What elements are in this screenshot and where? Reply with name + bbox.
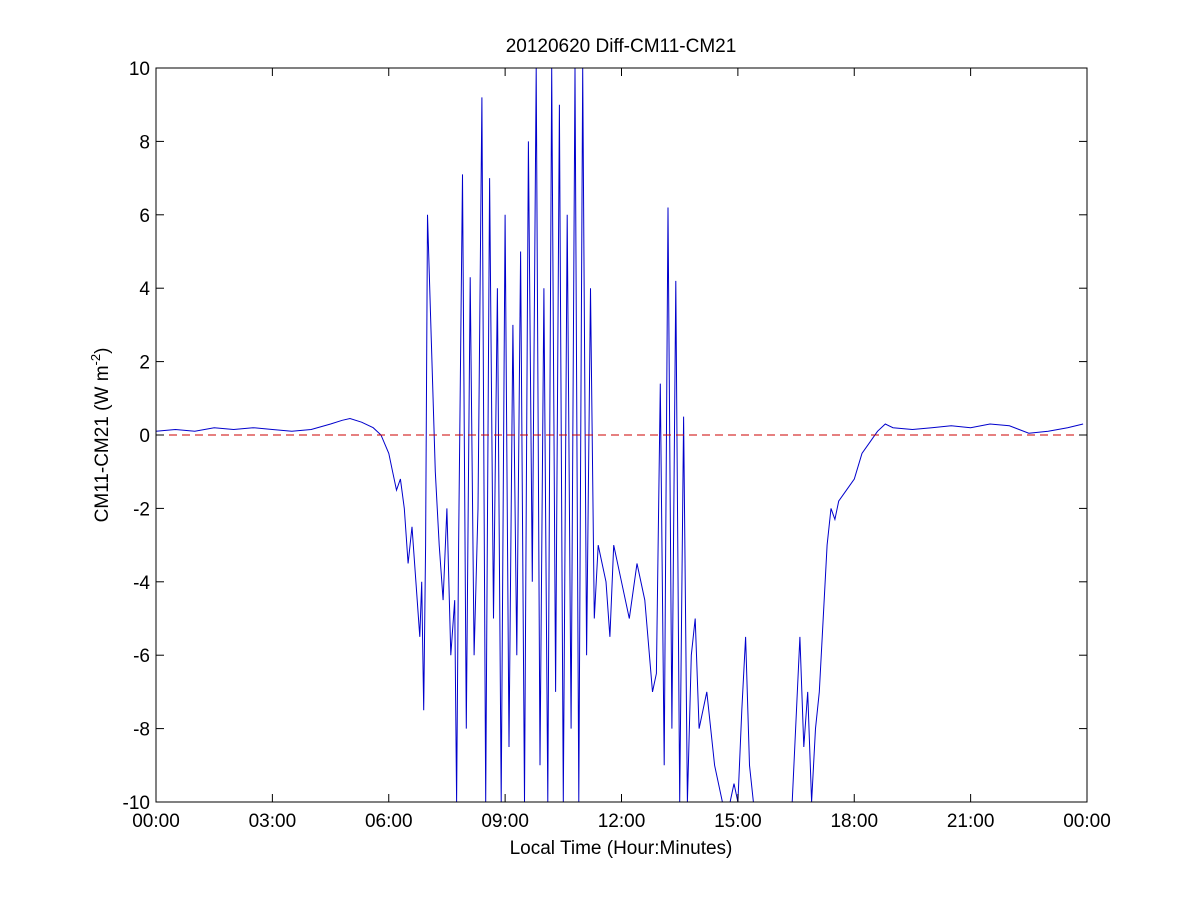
y-tick-label: -2 xyxy=(133,499,150,520)
y-axis-label-close: ) xyxy=(92,348,113,354)
x-tick-label: 00:00 xyxy=(132,811,180,832)
x-tick-label: 09:00 xyxy=(481,811,529,832)
y-tick-label: 4 xyxy=(139,279,150,300)
x-tick-label: 12:00 xyxy=(598,811,646,832)
x-tick-label: 03:00 xyxy=(249,811,297,832)
x-tick-label: 15:00 xyxy=(714,811,762,832)
x-tick-label: 21:00 xyxy=(947,811,995,832)
y-tick-label: 0 xyxy=(139,426,150,447)
y-tick-label: -10 xyxy=(123,793,150,814)
x-tick-label: 18:00 xyxy=(830,811,878,832)
y-tick-label: 10 xyxy=(129,59,150,80)
plot-frame xyxy=(155,67,1088,803)
y-tick-label: -6 xyxy=(133,646,150,667)
ticks-layer: 00:00 03:00 06:00 09:00 12:00 15:00 18:00 21:00… xyxy=(123,59,1111,832)
y-tick-label: 6 xyxy=(139,206,150,227)
x-axis-label: Local Time (Hour:Minutes) xyxy=(510,838,733,859)
x-tick-label: 00:00 xyxy=(1063,811,1111,832)
y-axis-label-superscript: -2 xyxy=(88,354,103,366)
y-tick-label: -8 xyxy=(133,720,150,741)
y-tick-label: 8 xyxy=(139,132,150,153)
plot-background xyxy=(156,68,1087,802)
y-tick-label: -4 xyxy=(133,573,150,594)
y-axis-label: CM11-CM21 (W m-2) xyxy=(88,348,113,523)
y-tick-label: 2 xyxy=(139,353,150,374)
y-axis-label-main: CM11-CM21 (W m xyxy=(92,365,113,522)
x-tick-label: 06:00 xyxy=(365,811,413,832)
chart-title: 20120620 Diff-CM11-CM21 xyxy=(506,36,737,57)
